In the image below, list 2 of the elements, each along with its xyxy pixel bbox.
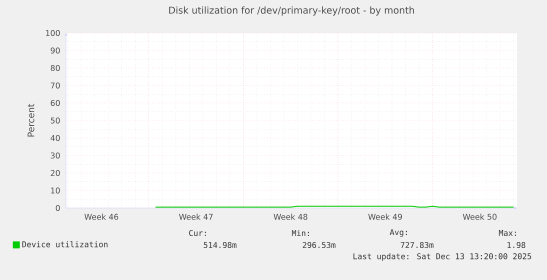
y-axis-title: Percent bbox=[28, 104, 34, 136]
chart-title: Disk utilization for /dev/primary-key/root - by month bbox=[169, 6, 414, 16]
